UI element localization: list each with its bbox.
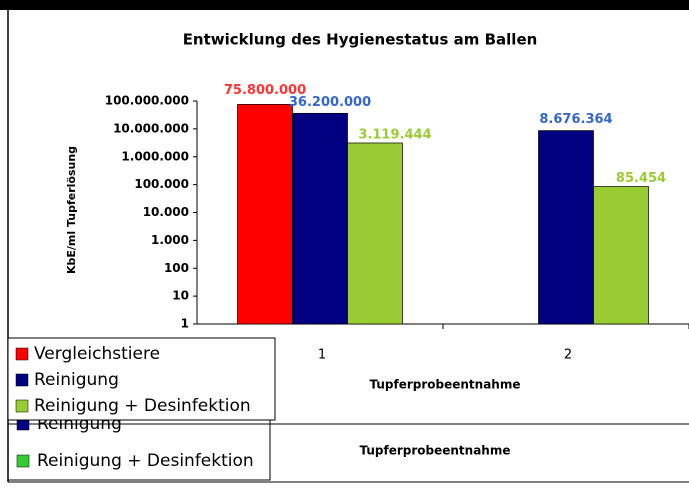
y-tick-label: 1.000.000: [121, 149, 189, 163]
y-tick-label: 10: [172, 289, 189, 303]
y-tick-label: 1: [181, 317, 189, 331]
value-label: 3.119.444: [358, 127, 431, 142]
value-label: 75.800.000: [224, 83, 306, 98]
x-tick-label: 1: [318, 348, 326, 363]
overlay-legend-label: Reinigung + Desinfektion: [37, 451, 254, 471]
overlay-legend-swatch: [16, 454, 30, 468]
legend-label: Reinigung: [34, 370, 119, 390]
bar: [538, 130, 594, 325]
y-tick-label: 1.000: [151, 233, 189, 247]
bar: [593, 186, 649, 325]
top-bar: [0, 0, 689, 10]
value-label: 36.200.000: [289, 95, 371, 110]
legend-label: Reinigung + Desinfektion: [34, 396, 251, 416]
legend-swatch: [15, 347, 29, 361]
bar: [292, 112, 348, 325]
chart-title: Entwicklung des Hygienestatus am Ballen: [183, 31, 538, 49]
x-tick-label: 2: [564, 348, 572, 363]
y-tick-label: 10.000: [143, 205, 189, 219]
y-tick-label: 100.000: [134, 177, 189, 191]
legend-swatch: [15, 399, 29, 413]
legend-box: [7, 337, 276, 421]
y-axis-label: KbE/ml Tupferlösung: [65, 146, 78, 274]
y-tick-label: 10.000.000: [113, 121, 189, 135]
value-label: 8.676.364: [539, 112, 612, 127]
value-label: 85.454: [616, 171, 666, 186]
legend-swatch: [15, 373, 29, 387]
y-tick-label: 100.000.000: [105, 94, 189, 108]
bar: [347, 142, 403, 325]
legend-label: Vergleichstiere: [34, 344, 160, 364]
y-tick-label: 100: [164, 261, 189, 275]
x-axis-label: Tupferprobeentnahme: [369, 378, 520, 392]
overlay-x-label: Tupferprobeentnahme: [359, 444, 510, 458]
bar: [237, 104, 293, 325]
